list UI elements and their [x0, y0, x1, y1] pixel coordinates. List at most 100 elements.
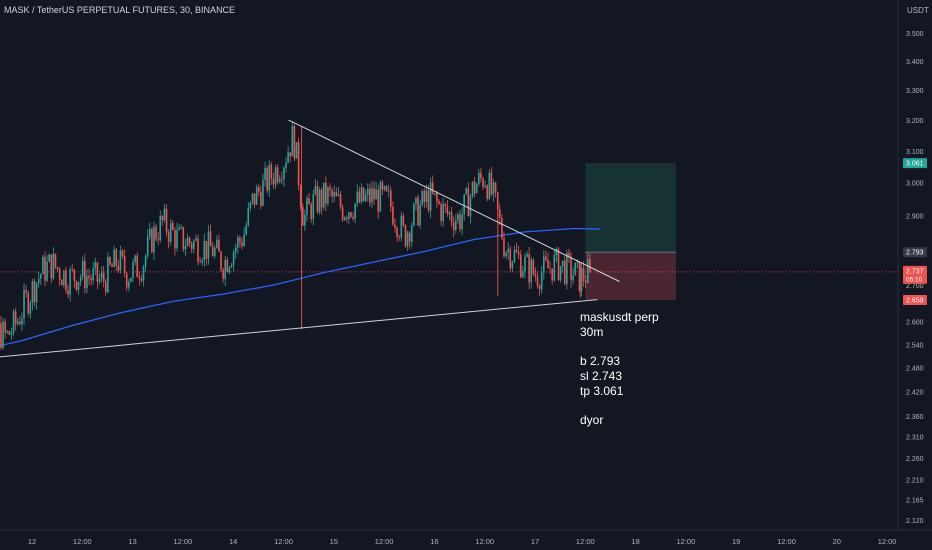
price-tag-label: 2.793 [906, 250, 924, 257]
candle-body [547, 259, 549, 269]
candle-body [322, 182, 325, 208]
candle-body [373, 188, 375, 200]
candle-body [459, 214, 461, 230]
candle-body [220, 251, 222, 270]
candle-body [8, 330, 11, 335]
price-tick-label: 2.600 [906, 320, 924, 327]
candle-body [232, 252, 235, 266]
candle-body [434, 193, 436, 194]
candle-body [268, 164, 271, 191]
candle-body [100, 272, 103, 279]
candle-body [549, 268, 551, 270]
candle-body [339, 194, 342, 208]
price-tick-label: 2.480 [906, 366, 924, 373]
candle-body [436, 193, 438, 202]
candle-body [146, 236, 149, 256]
price-tick-label: 3.100 [906, 149, 924, 156]
candle-body [52, 253, 55, 279]
candle-body [442, 203, 445, 221]
candle-body [142, 266, 145, 281]
take-profit-zone [585, 163, 676, 253]
candle-body [345, 217, 348, 220]
candle-body [19, 321, 21, 325]
candle-body [161, 215, 164, 221]
candle-body [228, 267, 231, 272]
candle-body [574, 262, 577, 276]
candle-body [503, 238, 505, 257]
candle-body [60, 280, 63, 286]
candle-body [58, 269, 61, 281]
candle-body [392, 207, 394, 225]
candle-body [195, 238, 197, 241]
candle-body [515, 249, 518, 253]
candle-body [417, 197, 419, 226]
candle-body [207, 231, 210, 259]
candle-body [178, 227, 180, 230]
candle-body [44, 256, 46, 281]
candle-body [450, 212, 453, 223]
candle-body [134, 255, 136, 263]
candle-body [438, 201, 440, 204]
candle-body [203, 240, 206, 261]
candle-body [578, 261, 581, 291]
candle-body [469, 196, 472, 217]
candle-body [505, 252, 507, 257]
candle-body [144, 255, 147, 267]
candle-body [65, 270, 67, 291]
candle-body [457, 214, 459, 221]
candle-body [157, 239, 159, 241]
candle-body [50, 254, 53, 279]
candle-body [402, 215, 405, 226]
time-tick-label: 12:00 [475, 537, 494, 546]
candle-body [545, 256, 547, 260]
candle-body [394, 224, 396, 228]
candle-body [329, 187, 331, 190]
candle-body [538, 285, 541, 290]
time-tick-label: 12:00 [174, 537, 193, 546]
candle-body [513, 249, 516, 262]
price-tick-label: 2.540 [906, 342, 924, 349]
candle-body [42, 256, 44, 275]
candle-body [197, 238, 199, 262]
candle-body [366, 188, 369, 195]
candle-body [165, 208, 168, 233]
candle-body [490, 172, 493, 195]
candle-body [159, 215, 162, 241]
candle-body [488, 172, 491, 199]
candle-body [31, 281, 34, 303]
candle-body [314, 185, 317, 195]
note-line-symbol: maskusdt perp [580, 310, 659, 324]
candle-body [360, 187, 363, 203]
time-tick-label: 16 [430, 537, 438, 546]
candle-body [138, 277, 141, 279]
candle-body [480, 172, 482, 179]
candle-body [117, 265, 120, 271]
candle-body [320, 189, 323, 208]
candle-body [312, 194, 315, 220]
price-tick-label: 2.420 [906, 389, 924, 396]
candle-body [381, 182, 384, 190]
candle-body [530, 259, 533, 283]
candle-body [325, 182, 327, 204]
time-tick-label: 12:00 [576, 537, 595, 546]
candle-body [260, 192, 262, 206]
candle-body [29, 302, 32, 314]
price-tag-label: 2.737 [906, 268, 924, 275]
time-tick-label: 13 [128, 537, 136, 546]
symbol-title: MASK / TetherUS PERPETUAL FUTURES, 30, B… [4, 5, 236, 15]
price-tag-countdown: 05:10 [906, 276, 923, 283]
candle-body [56, 267, 59, 270]
price-tick-label: 2.310 [906, 435, 924, 442]
candle-body [475, 184, 478, 194]
candle-body [67, 290, 69, 295]
candle-body [553, 255, 556, 281]
candle-body [304, 214, 306, 226]
candle-body [551, 268, 553, 281]
candle-body [14, 311, 17, 324]
candle-body [589, 259, 591, 272]
candle-body [153, 226, 155, 253]
candle-body [352, 216, 354, 219]
candle-body [84, 260, 86, 289]
candle-body [431, 182, 434, 194]
